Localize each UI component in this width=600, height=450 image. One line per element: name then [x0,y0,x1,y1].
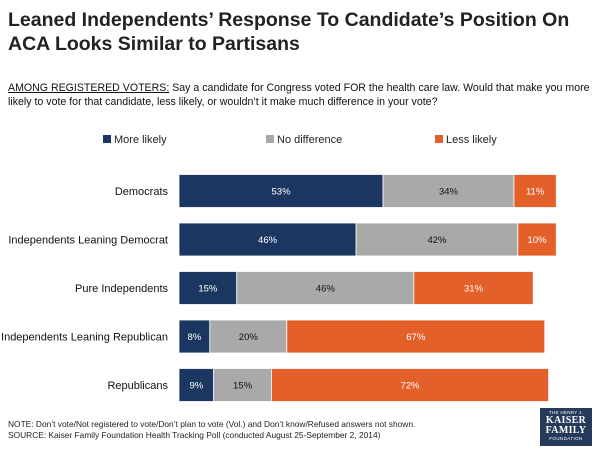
kff-logo: THE HENRY J. KAISER FAMILY FOUNDATION [540,408,592,446]
bar-segment-less-likely [413,271,534,305]
data-label: 8% [188,332,202,343]
data-label: 11% [526,187,545,198]
data-label: 42% [427,235,447,246]
category-label: Pure Independents [75,283,168,295]
legend-label-no-difference: No difference [277,134,342,146]
question-lead: AMONG REGISTERED VOTERS: [8,82,170,94]
bar-segment-more-likely [178,368,215,402]
data-label: 10% [528,235,548,246]
footnote-note: NOTE: Don’t vote/Not registered to vote/… [8,419,416,429]
bar-segment-less-likely [513,174,557,208]
data-label: 15% [233,381,253,392]
legend-label-less-likely: Less likely [446,134,497,146]
legend-swatch-more-likely [103,135,111,143]
category-label: Democrats [115,186,169,198]
bar-segment-more-likely [178,271,238,305]
logo-line-3: FAMILY [545,425,587,436]
data-label: 46% [258,235,278,246]
logo-line-4: FOUNDATION [549,436,583,441]
page-title: Leaned Independents’ Response To Candida… [8,9,570,55]
category-label: Republicans [107,380,168,392]
data-label: 72% [400,381,420,392]
data-label: 31% [464,284,484,295]
bar-segment-no-difference [213,368,272,402]
bar-segment-no-difference [355,222,519,257]
data-label: 67% [406,332,426,343]
data-label: 46% [316,284,336,295]
logo-line-1: THE HENRY J. [548,410,584,415]
bar-segment-no-difference [236,271,415,305]
bar-segment-no-difference [209,319,288,354]
footnote-source: SOURCE: Kaiser Family Foundation Health … [8,430,381,440]
question-text: Say a candidate for Congress voted FOR t… [8,82,590,108]
footnotes: NOTE: Don’t vote/Not registered to vote/… [8,419,528,441]
data-label: 20% [239,332,259,343]
bar-segment-less-likely [286,319,546,354]
bar-segment-more-likely [178,174,384,208]
data-label: 15% [198,284,218,295]
bar-segment-less-likely [517,222,557,257]
survey-question: AMONG REGISTERED VOTERS: Say a candidate… [8,81,593,109]
bar-segment-less-likely [270,368,550,402]
data-label: 53% [272,187,292,198]
category-label: Independents Leaning Republican [1,332,168,344]
legend-swatch-less-likely [435,135,443,143]
legend-swatch-no-difference [266,135,274,143]
stacked-bar-chart: More likely No difference Less likely Democ… [1,134,557,402]
data-label: 9% [189,381,203,392]
category-label: Independents Leaning Democrat [8,235,168,247]
logo-line-2: KAISER [545,415,587,426]
bar-segment-more-likely [178,222,357,257]
legend-label-more-likely: More likely [114,134,167,146]
data-label: 34% [439,187,459,198]
